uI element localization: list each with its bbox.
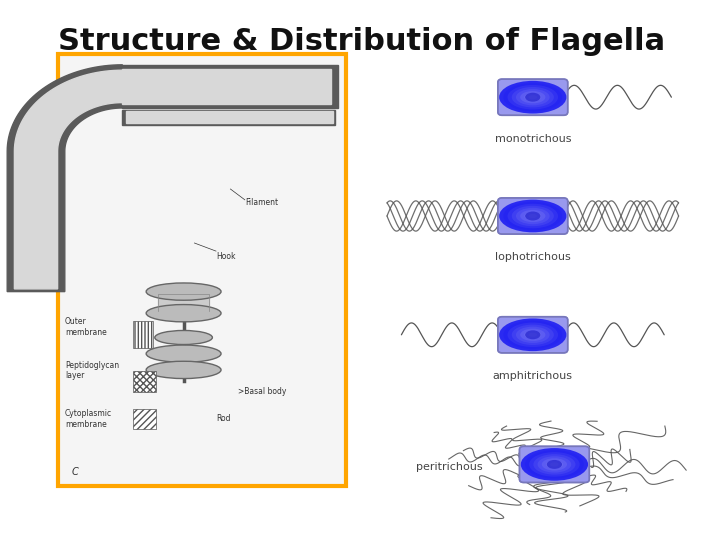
Ellipse shape [516, 208, 549, 224]
Ellipse shape [508, 85, 558, 110]
Ellipse shape [516, 327, 549, 343]
Ellipse shape [520, 210, 546, 222]
Text: Peptidoglycan
layer: Peptidoglycan layer [65, 361, 119, 380]
Ellipse shape [524, 93, 541, 102]
FancyBboxPatch shape [498, 79, 568, 116]
Ellipse shape [521, 448, 588, 481]
Polygon shape [158, 294, 209, 310]
Text: C: C [72, 467, 78, 477]
Polygon shape [7, 65, 122, 292]
Ellipse shape [546, 460, 563, 469]
Ellipse shape [525, 93, 541, 102]
Ellipse shape [503, 321, 562, 349]
Ellipse shape [508, 322, 558, 347]
Ellipse shape [499, 81, 567, 113]
Text: amphitrichous: amphitrichous [492, 372, 573, 381]
FancyBboxPatch shape [520, 446, 590, 483]
Polygon shape [122, 110, 335, 125]
Ellipse shape [524, 330, 541, 339]
Ellipse shape [520, 329, 546, 341]
Text: Filament: Filament [245, 198, 278, 207]
Ellipse shape [146, 283, 221, 300]
Bar [133, 321, 153, 348]
Ellipse shape [528, 333, 537, 337]
Ellipse shape [520, 91, 546, 103]
Text: peritrichous: peritrichous [415, 462, 482, 472]
Text: Rod: Rod [216, 414, 230, 423]
Ellipse shape [550, 462, 559, 467]
Text: >Basal body: >Basal body [238, 387, 286, 396]
Text: Hook: Hook [216, 252, 235, 261]
Ellipse shape [512, 206, 554, 226]
Ellipse shape [534, 454, 575, 475]
Ellipse shape [503, 202, 562, 230]
Ellipse shape [503, 83, 562, 111]
Text: monotrichous: monotrichous [495, 134, 571, 144]
Text: Cytoplasmic
membrane: Cytoplasmic membrane [65, 409, 112, 429]
Ellipse shape [499, 200, 567, 232]
Ellipse shape [525, 212, 541, 220]
Ellipse shape [146, 305, 221, 322]
Ellipse shape [146, 361, 221, 379]
Polygon shape [122, 69, 331, 104]
Bar [133, 409, 156, 429]
Ellipse shape [516, 89, 549, 105]
Ellipse shape [524, 212, 541, 220]
Ellipse shape [546, 460, 562, 469]
Ellipse shape [528, 95, 537, 99]
Ellipse shape [529, 452, 580, 477]
Ellipse shape [525, 450, 584, 478]
Bar [133, 371, 156, 392]
FancyBboxPatch shape [498, 198, 568, 234]
Ellipse shape [541, 458, 567, 470]
Polygon shape [126, 111, 333, 123]
Ellipse shape [146, 345, 221, 362]
Ellipse shape [525, 330, 541, 339]
FancyBboxPatch shape [498, 316, 568, 353]
Ellipse shape [512, 325, 554, 345]
Polygon shape [122, 65, 338, 108]
Text: lophotrichous: lophotrichous [495, 252, 571, 262]
Polygon shape [14, 70, 122, 289]
Ellipse shape [499, 319, 567, 351]
Ellipse shape [528, 214, 537, 218]
Ellipse shape [512, 87, 554, 107]
Text: Structure & Distribution of Flagella: Structure & Distribution of Flagella [58, 27, 665, 56]
Ellipse shape [538, 456, 571, 472]
FancyBboxPatch shape [58, 54, 346, 486]
Text: Outer
membrane: Outer membrane [65, 318, 107, 337]
Ellipse shape [155, 330, 212, 345]
Ellipse shape [508, 204, 558, 228]
